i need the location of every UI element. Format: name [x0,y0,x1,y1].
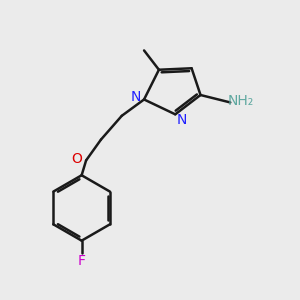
Text: N: N [130,90,141,104]
Text: O: O [72,152,83,166]
Text: F: F [78,254,86,268]
Text: N: N [177,113,187,127]
Text: NH₂: NH₂ [227,94,254,108]
